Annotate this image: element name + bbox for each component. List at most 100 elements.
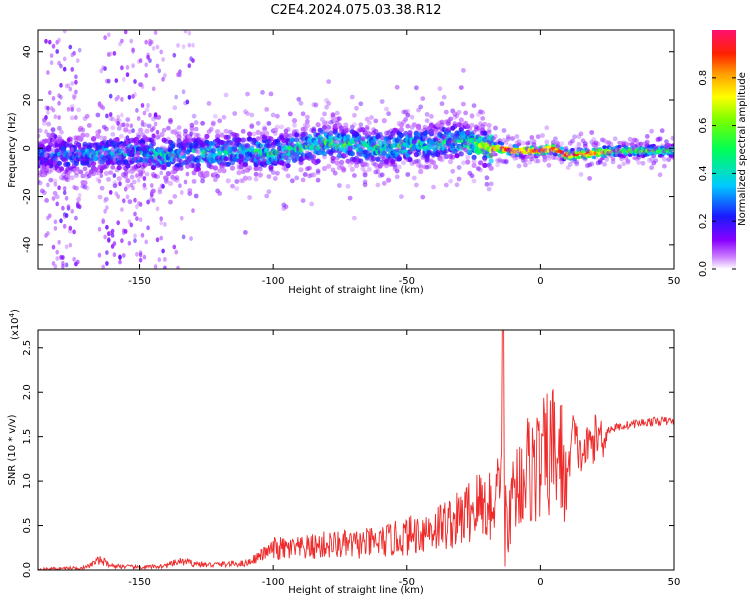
heatmap-cell <box>298 167 304 173</box>
heatmap-cell <box>461 160 466 166</box>
heatmap-cell <box>53 114 58 120</box>
heatmap-cell <box>260 90 265 95</box>
heatmap-cell <box>55 201 59 207</box>
heatmap-cell <box>535 134 541 140</box>
heatmap-cell <box>644 139 650 145</box>
heatmap-cell <box>664 139 669 145</box>
heatmap-cell <box>420 96 426 101</box>
heatmap-cell <box>362 161 368 167</box>
heatmap-cell <box>670 154 674 160</box>
heatmap-cell <box>120 112 124 118</box>
heatmap-cell <box>612 136 618 142</box>
heatmap-cell <box>420 194 426 200</box>
heatmap-cell <box>553 155 558 161</box>
heatmap-cell <box>465 155 471 160</box>
heatmap-cell <box>174 177 180 183</box>
heatmap-cell <box>178 166 184 172</box>
heatmap-cell <box>544 139 550 145</box>
heatmap-cell <box>488 153 494 158</box>
heatmap-cell <box>243 230 248 235</box>
heatmap-cell <box>452 111 458 117</box>
heatmap-cell <box>136 177 141 183</box>
heatmap-cell <box>95 170 101 176</box>
heatmap-cell <box>302 131 308 137</box>
heatmap-cell <box>553 136 558 142</box>
heatmap-cell <box>82 141 88 147</box>
heatmap-cell <box>174 128 178 133</box>
heatmap-cell <box>234 132 240 139</box>
heatmap-cell <box>234 179 240 184</box>
heatmap-cell <box>227 140 233 146</box>
heatmap-cell <box>364 162 370 168</box>
heatmap-cell <box>510 153 515 159</box>
heatmap-cell <box>482 157 488 162</box>
heatmap-cell <box>260 154 265 160</box>
heatmap-cell <box>107 238 111 243</box>
heatmap-cell <box>57 93 61 99</box>
heatmap-cell <box>505 136 511 142</box>
heatmap-cell <box>133 79 137 84</box>
heatmap-cell <box>157 114 162 120</box>
heatmap-cell <box>452 121 458 127</box>
heatmap-cell <box>44 138 48 143</box>
heatmap-cell <box>281 161 287 167</box>
heatmap-cell <box>163 222 167 227</box>
heatmap-cell <box>38 128 43 133</box>
heatmap-cell <box>253 176 259 182</box>
heatmap-cell <box>441 94 447 100</box>
heatmap-cell <box>176 43 180 48</box>
heatmap-cell <box>151 125 156 131</box>
heatmap-cell <box>140 232 145 238</box>
heatmap-cell <box>193 193 199 199</box>
heatmap-cell <box>313 103 319 108</box>
heatmap-cell <box>127 156 132 162</box>
heatmap-cell <box>411 175 417 181</box>
heatmap-y-axis: -40 -20 0 20 40 <box>22 45 674 253</box>
heatmap-cell <box>229 165 236 171</box>
heatmap-cell <box>495 162 500 168</box>
heatmap-cell <box>503 140 509 145</box>
heatmap-cell <box>375 182 381 188</box>
heatmap-cell <box>347 146 353 152</box>
heatmap-cell <box>414 182 419 188</box>
heatmap-cell <box>77 127 82 133</box>
heatmap-cell <box>277 142 283 148</box>
heatmap-cell <box>48 90 52 96</box>
heatmap-cell <box>602 161 607 167</box>
heatmap-cell <box>240 128 246 134</box>
heatmap-cell <box>559 146 564 151</box>
heatmap-cell <box>101 218 105 223</box>
snr-multiplier-base: (x10 <box>10 317 21 340</box>
heatmap-cell <box>409 114 415 120</box>
heatmap-cell <box>525 141 530 146</box>
heatmap-cell <box>142 176 147 181</box>
heatmap-cell <box>66 137 71 143</box>
heatmap-cell <box>208 141 214 147</box>
heatmap-cell <box>72 50 76 56</box>
heatmap-cell <box>95 112 101 118</box>
heatmap-cell <box>135 251 139 257</box>
heatmap-cell <box>105 113 109 119</box>
heatmap-cell <box>401 109 406 115</box>
heatmap-cell <box>72 95 76 101</box>
heatmap-cell <box>174 175 180 181</box>
heatmap-cell <box>51 196 56 201</box>
heatmap-cell <box>352 215 357 221</box>
heatmap-cell <box>153 264 158 269</box>
heatmap-cell <box>138 82 144 87</box>
heatmap-cell <box>319 129 325 135</box>
heatmap-cell <box>64 169 69 174</box>
heatmap-cell <box>563 145 569 151</box>
heatmap-cell <box>623 156 629 161</box>
heatmap-cell <box>55 155 59 161</box>
heatmap-cell <box>204 170 210 176</box>
heatmap-cell <box>151 46 156 51</box>
heatmap-cell <box>49 53 54 58</box>
heatmap-cell <box>567 140 573 146</box>
heatmap-cell <box>386 130 391 136</box>
heatmap-cell <box>215 129 221 135</box>
heatmap-cell <box>437 138 443 144</box>
heatmap-cell <box>448 159 454 165</box>
heatmap-cell <box>347 162 353 168</box>
heatmap-cell <box>206 129 212 135</box>
